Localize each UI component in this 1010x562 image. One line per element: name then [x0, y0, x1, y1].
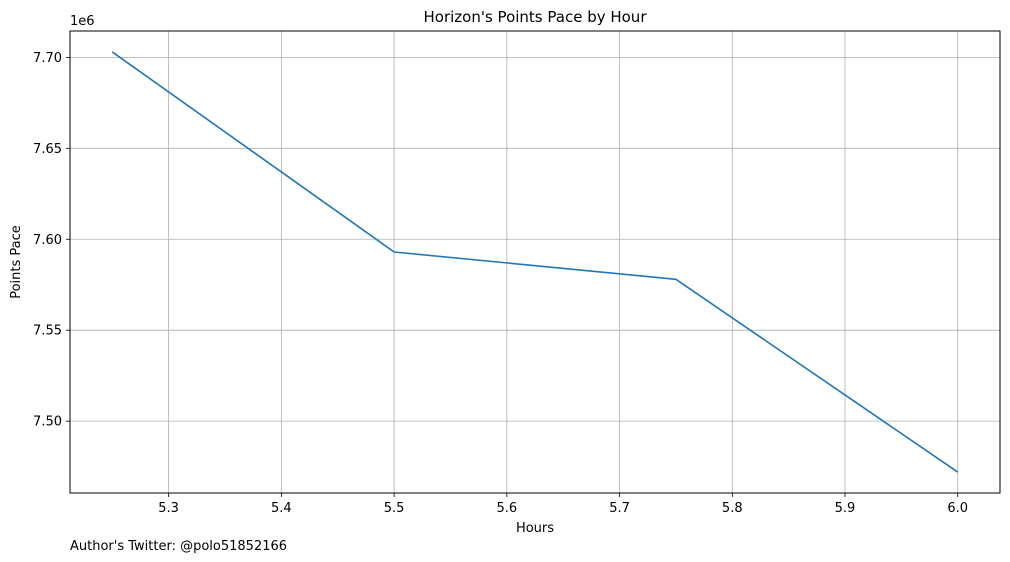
- x-tick-label: 5.6: [496, 501, 517, 516]
- y-tick-label: 7.65: [33, 142, 62, 157]
- grid-lines: [70, 31, 1000, 493]
- x-tick-label: 6.0: [947, 501, 968, 516]
- x-tick-label: 5.7: [609, 501, 630, 516]
- x-tick-label: 5.9: [835, 501, 856, 516]
- y-tick-label: 7.50: [33, 415, 62, 430]
- x-tick-label: 5.3: [158, 501, 179, 516]
- series-lines: [111, 51, 959, 473]
- author-twitter-footer: Author's Twitter: @polo51852166: [70, 539, 287, 554]
- y-axis-ticks: 7.50 7.55 7.60 7.65 7.70: [33, 51, 70, 430]
- series-line: [111, 51, 959, 473]
- y-tick-label: 7.55: [33, 324, 62, 339]
- x-tick-label: 5.8: [722, 501, 743, 516]
- y-axis-label: Points Pace: [9, 225, 24, 299]
- x-axis-label: Hours: [516, 521, 554, 536]
- x-tick-label: 5.5: [384, 501, 405, 516]
- y-tick-label: 7.60: [33, 233, 62, 248]
- x-axis-ticks: 5.3 5.4 5.5 5.6 5.7 5.8 5.9 6.0: [158, 493, 968, 516]
- x-tick-label: 5.4: [271, 501, 292, 516]
- y-tick-label: 7.70: [33, 51, 62, 66]
- plot-frame: [69, 30, 1001, 494]
- y-axis-offset-label: 1e6: [70, 14, 95, 29]
- chart-title: Horizon's Points Pace by Hour: [424, 8, 648, 26]
